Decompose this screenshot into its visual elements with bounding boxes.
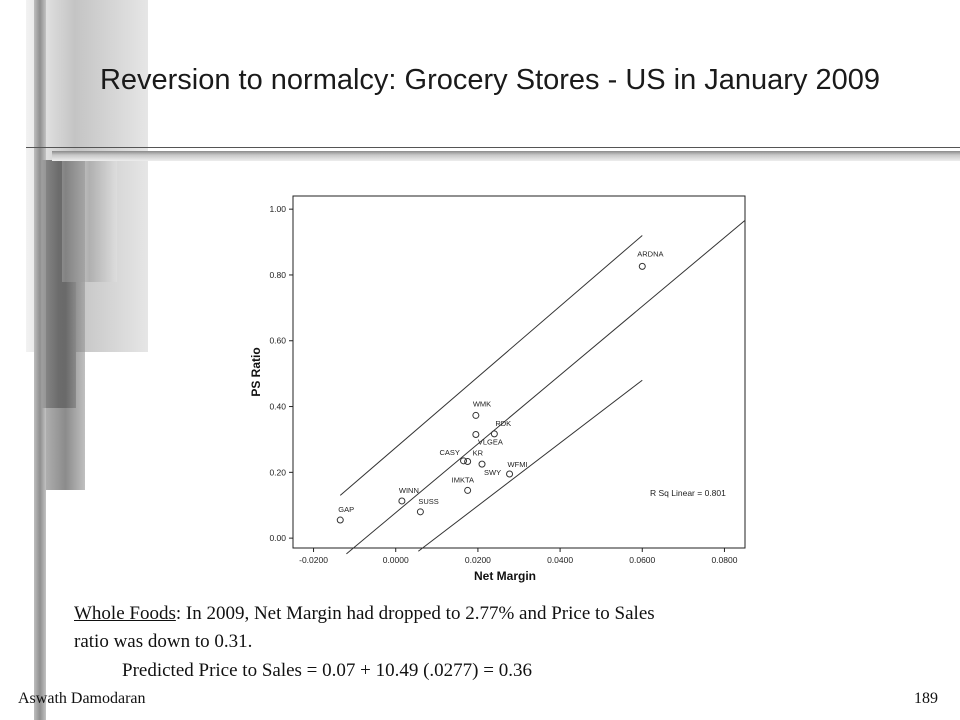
- data-point: [336, 516, 344, 524]
- y-tick-label: 0.20: [269, 467, 286, 477]
- data-point: [478, 460, 486, 468]
- y-tick-label: 0.40: [269, 402, 286, 412]
- note-lead: Whole Foods: [74, 603, 176, 624]
- data-point: [464, 457, 472, 465]
- footer-author: Aswath Damodaran: [18, 690, 146, 707]
- y-tick-label: 0.80: [269, 270, 286, 280]
- regression-line-fit: [346, 219, 746, 555]
- note-line-3: Predicted Price to Sales = 0.07 + 10.49 …: [122, 660, 532, 681]
- y-tick-label: 0.00: [269, 533, 286, 543]
- note-line-2: ratio was down to 0.31.: [74, 631, 253, 652]
- data-point: [490, 430, 498, 438]
- scatter-chart: -0.0200 0.0000 0.0200 0.0400 0.0600 0.0800 0.0…: [240, 190, 760, 590]
- title-rule: [26, 147, 960, 148]
- point-label: VLGEA: [478, 438, 503, 447]
- x-tick-label: 0.0800: [711, 555, 737, 565]
- data-point: [398, 497, 406, 505]
- x-tick-label: 0.0000: [383, 555, 409, 565]
- x-tick-label: 0.0400: [547, 555, 573, 565]
- point-label: RDK: [495, 419, 511, 428]
- x-tick-label: 0.0200: [465, 555, 491, 565]
- slide-title: Reversion to normalcy: Grocery Stores - …: [99, 64, 881, 96]
- y-tick-label: 1.00: [269, 204, 286, 214]
- plot-frame: [292, 195, 746, 549]
- data-point: [416, 508, 424, 516]
- x-tick-label: -0.0200: [299, 555, 328, 565]
- y-tick-label: 0.60: [269, 336, 286, 346]
- data-point: [638, 262, 646, 270]
- data-point: [506, 470, 514, 478]
- decor-bar: [46, 160, 85, 490]
- point-label: CASY: [440, 448, 460, 457]
- point-label: GAP: [338, 505, 354, 514]
- page-number: 189: [914, 690, 938, 707]
- data-point: [464, 486, 472, 494]
- note-line-1-text: : In 2009, Net Margin had dropped to 2.7…: [175, 603, 655, 624]
- title-rule-bar: [52, 151, 960, 161]
- data-point: [472, 431, 480, 439]
- point-label: KR: [473, 448, 484, 457]
- point-label: WINN: [399, 486, 419, 495]
- regression-line-upper: [339, 235, 643, 496]
- data-point: [472, 411, 480, 419]
- point-label: WFMI: [508, 460, 528, 469]
- data-point: [460, 457, 468, 465]
- point-label: ARDNA: [637, 249, 663, 258]
- x-axis-label: Net Margin: [474, 569, 536, 583]
- y-axis-label: PS Ratio: [249, 347, 263, 396]
- point-label: SWY: [484, 468, 501, 477]
- x-tick-label: 0.0600: [629, 555, 655, 565]
- point-label: WMK: [473, 399, 491, 408]
- point-label: IMKTA: [452, 475, 474, 484]
- r-squared-annotation: R Sq Linear = 0.801: [650, 488, 726, 498]
- point-label: SUSS: [418, 497, 438, 506]
- regression-line-lower: [418, 379, 643, 552]
- note-line-1: Whole Foods: In 2009, Net Margin had dro…: [74, 603, 655, 625]
